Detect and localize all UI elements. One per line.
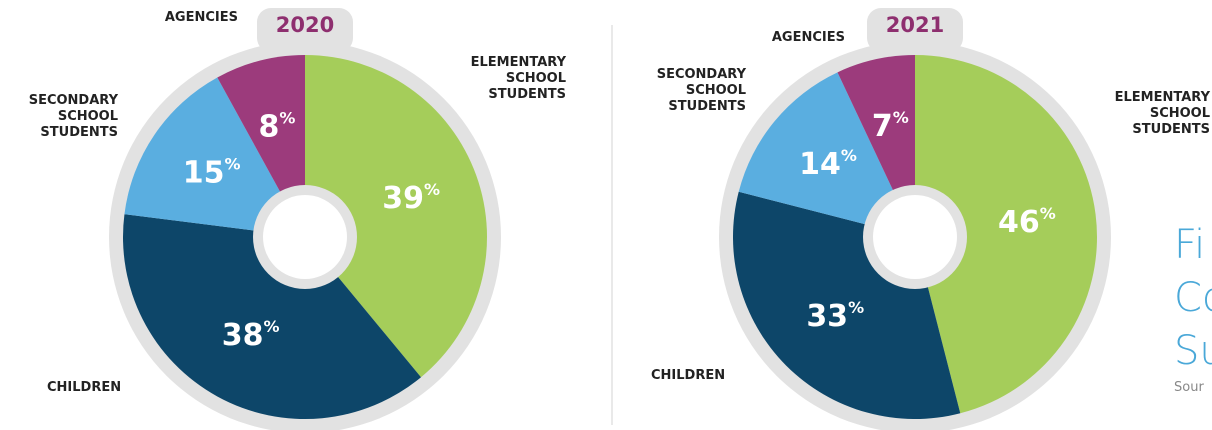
year-tab xyxy=(867,8,963,52)
pie-slice xyxy=(915,55,1097,414)
category-label: ELEMENTARY SCHOOL STUDENTS xyxy=(470,55,566,102)
value-label: 15% xyxy=(183,154,241,190)
category-label: ELEMENTARY SCHOOL STUDENTS xyxy=(1114,90,1210,137)
category-label: SECONDARY SCHOOL STUDENTS xyxy=(28,93,118,140)
value-label: 39% xyxy=(382,179,440,215)
value-label: 7% xyxy=(872,107,909,143)
category-label: CHILDREN xyxy=(47,380,122,395)
value-label: 8% xyxy=(258,108,295,144)
year-label: 2021 xyxy=(886,13,944,37)
category-label: SECONDARY SCHOOL STUDENTS xyxy=(656,67,746,114)
category-label: CHILDREN xyxy=(651,368,726,383)
pie-slice xyxy=(124,77,306,238)
hole xyxy=(263,195,347,279)
value-label: 38% xyxy=(222,316,280,352)
side-title: Su xyxy=(1174,328,1212,374)
pie-slice xyxy=(122,214,422,419)
value-label: 33% xyxy=(806,297,864,333)
side-title: Fi xyxy=(1174,222,1206,268)
pie-slice xyxy=(738,72,915,238)
value-label: 46% xyxy=(998,203,1056,239)
side-title: Co xyxy=(1174,275,1212,321)
year-label: 2020 xyxy=(276,13,334,37)
pie-slice xyxy=(305,55,487,378)
category-label: AGENCIES xyxy=(771,30,845,45)
hole xyxy=(873,195,957,279)
category-label: AGENCIES xyxy=(164,10,238,25)
value-label: 14% xyxy=(799,146,857,182)
year-tab xyxy=(257,8,353,52)
source: Sour xyxy=(1174,380,1204,395)
